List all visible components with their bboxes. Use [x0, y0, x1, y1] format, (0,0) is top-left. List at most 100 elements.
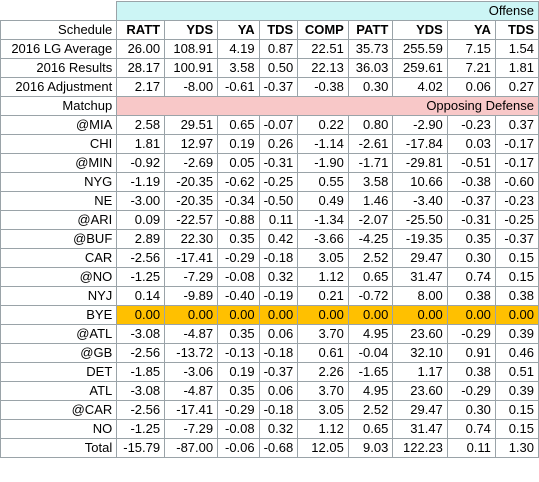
value-cell[interactable]: 0.11 [446, 438, 496, 458]
value-cell[interactable]: 0.06 [258, 381, 299, 401]
value-cell[interactable]: 2.26 [297, 362, 349, 382]
value-cell[interactable]: -2.56 [116, 343, 166, 363]
row-label[interactable]: @MIA [0, 115, 118, 135]
value-cell[interactable]: 36.03 [347, 58, 394, 78]
value-cell[interactable]: 2.58 [116, 115, 166, 135]
value-cell[interactable]: -13.72 [164, 343, 219, 363]
row-label[interactable]: NYJ [0, 286, 118, 306]
value-cell[interactable]: 0.50 [258, 58, 299, 78]
value-cell[interactable]: -3.08 [116, 381, 166, 401]
value-cell[interactable]: -0.37 [258, 77, 299, 97]
value-cell[interactable]: -0.18 [258, 400, 299, 420]
value-cell[interactable]: -2.07 [347, 210, 394, 230]
value-cell[interactable]: 0.06 [258, 324, 299, 344]
value-cell[interactable]: 0.38 [494, 286, 539, 306]
value-cell[interactable]: -20.35 [164, 172, 219, 192]
value-cell[interactable]: 0.09 [116, 210, 166, 230]
value-cell[interactable]: -1.90 [297, 153, 349, 173]
value-cell[interactable]: 3.58 [347, 172, 394, 192]
value-cell[interactable]: 0.00 [297, 305, 349, 325]
value-cell[interactable]: -2.69 [164, 153, 219, 173]
value-cell[interactable]: 22.51 [297, 39, 349, 59]
value-cell[interactable]: -29.81 [392, 153, 448, 173]
value-cell[interactable]: -1.85 [116, 362, 166, 382]
value-cell[interactable]: 0.74 [446, 419, 496, 439]
col-header[interactable]: TDS [258, 20, 299, 40]
value-cell[interactable]: 23.60 [392, 381, 448, 401]
row-label[interactable]: @NO [0, 267, 118, 287]
value-cell[interactable]: -0.23 [446, 115, 496, 135]
value-cell[interactable]: -3.00 [116, 191, 166, 211]
value-cell[interactable]: -0.40 [217, 286, 260, 306]
value-cell[interactable]: 0.11 [258, 210, 299, 230]
value-cell[interactable]: -3.06 [164, 362, 219, 382]
value-cell[interactable]: -0.62 [217, 172, 260, 192]
value-cell[interactable]: -0.25 [258, 172, 299, 192]
value-cell[interactable]: 0.00 [494, 305, 539, 325]
value-cell[interactable]: -0.18 [258, 248, 299, 268]
value-cell[interactable]: 10.66 [392, 172, 448, 192]
value-cell[interactable]: 0.00 [446, 305, 496, 325]
value-cell[interactable]: 1.12 [297, 419, 349, 439]
value-cell[interactable]: 100.91 [164, 58, 219, 78]
value-cell[interactable]: -0.17 [494, 153, 539, 173]
value-cell[interactable]: 0.00 [217, 305, 260, 325]
schedule-header[interactable]: Schedule [0, 20, 118, 40]
value-cell[interactable]: -1.14 [297, 134, 349, 154]
value-cell[interactable]: 0.80 [347, 115, 394, 135]
value-cell[interactable]: 29.51 [164, 115, 219, 135]
value-cell[interactable]: -2.61 [347, 134, 394, 154]
value-cell[interactable]: 1.54 [494, 39, 539, 59]
value-cell[interactable]: -0.51 [446, 153, 496, 173]
value-cell[interactable]: -0.38 [446, 172, 496, 192]
value-cell[interactable]: 0.00 [347, 305, 394, 325]
value-cell[interactable]: 0.65 [347, 267, 394, 287]
row-label[interactable]: NE [0, 191, 118, 211]
value-cell[interactable]: 0.51 [494, 362, 539, 382]
col-header[interactable]: COMP [297, 20, 349, 40]
value-cell[interactable]: 2.17 [116, 77, 166, 97]
value-cell[interactable]: 108.91 [164, 39, 219, 59]
row-label[interactable]: CAR [0, 248, 118, 268]
value-cell[interactable]: -0.31 [446, 210, 496, 230]
value-cell[interactable]: -0.07 [258, 115, 299, 135]
value-cell[interactable]: -2.90 [392, 115, 448, 135]
value-cell[interactable]: 0.39 [494, 381, 539, 401]
value-cell[interactable]: -17.41 [164, 248, 219, 268]
value-cell[interactable]: -1.71 [347, 153, 394, 173]
value-cell[interactable]: 0.00 [164, 305, 219, 325]
value-cell[interactable]: 0.05 [217, 153, 260, 173]
value-cell[interactable]: -15.79 [116, 438, 166, 458]
value-cell[interactable]: 122.23 [392, 438, 448, 458]
value-cell[interactable]: 0.35 [217, 229, 260, 249]
value-cell[interactable]: -7.29 [164, 419, 219, 439]
value-cell[interactable]: 0.26 [258, 134, 299, 154]
value-cell[interactable]: 0.91 [446, 343, 496, 363]
value-cell[interactable]: 4.95 [347, 324, 394, 344]
value-cell[interactable]: 4.02 [392, 77, 448, 97]
value-cell[interactable]: 0.38 [446, 362, 496, 382]
value-cell[interactable]: 0.65 [347, 419, 394, 439]
value-cell[interactable]: 0.61 [297, 343, 349, 363]
value-cell[interactable]: 0.30 [446, 400, 496, 420]
value-cell[interactable]: -0.88 [217, 210, 260, 230]
value-cell[interactable]: 0.32 [258, 419, 299, 439]
value-cell[interactable]: -1.19 [116, 172, 166, 192]
value-cell[interactable]: 0.87 [258, 39, 299, 59]
value-cell[interactable]: -9.89 [164, 286, 219, 306]
value-cell[interactable]: -0.19 [258, 286, 299, 306]
value-cell[interactable]: -0.60 [494, 172, 539, 192]
value-cell[interactable]: -0.29 [217, 248, 260, 268]
value-cell[interactable]: 32.10 [392, 343, 448, 363]
value-cell[interactable]: 7.21 [446, 58, 496, 78]
value-cell[interactable]: 0.30 [446, 248, 496, 268]
col-header[interactable]: TDS [494, 20, 539, 40]
row-label[interactable]: NO [0, 419, 118, 439]
row-label[interactable]: BYE [0, 305, 118, 325]
col-header[interactable]: YA [217, 20, 260, 40]
value-cell[interactable]: 1.81 [116, 134, 166, 154]
value-cell[interactable]: -7.29 [164, 267, 219, 287]
value-cell[interactable]: -2.56 [116, 400, 166, 420]
value-cell[interactable]: 3.70 [297, 324, 349, 344]
value-cell[interactable]: 1.30 [494, 438, 539, 458]
